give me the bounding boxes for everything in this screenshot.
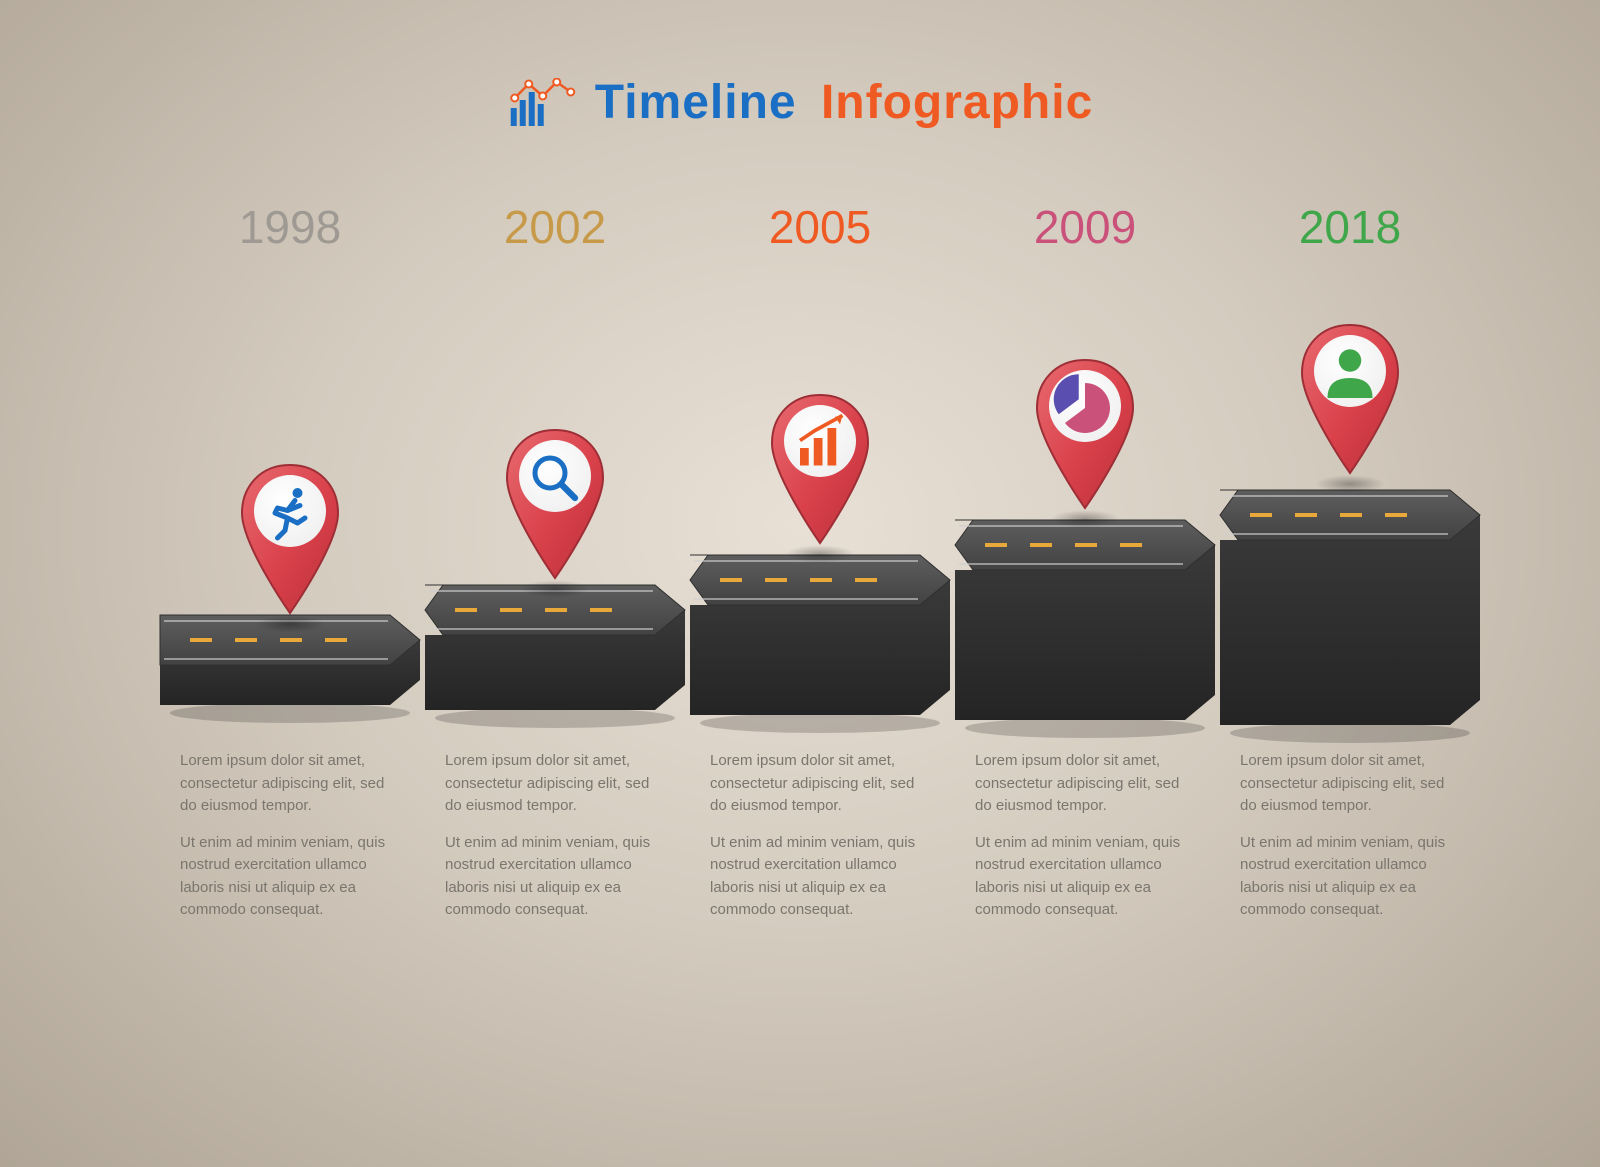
map-pin [1290,315,1410,485]
year-label: 2002 [455,200,655,254]
year-label: 2018 [1250,200,1450,254]
barchart-icon [790,413,850,473]
year-label: 2005 [720,200,920,254]
title-word-2: Infographic [821,76,1093,129]
road-step [955,520,1215,740]
person-icon [1320,343,1380,403]
road-step [690,555,950,735]
timeline-stage: 1998 Lorem ipsum dolor sit amet, consect… [140,200,1460,1040]
step-description: Lorem ipsum dolor sit amet, consectetur … [180,750,400,922]
step-description: Lorem ipsum dolor sit amet, consectetur … [975,750,1195,922]
map-pin [1025,350,1145,520]
piechart-icon [1055,378,1115,438]
title-word-1: Timeline [595,76,797,129]
step-description: Lorem ipsum dolor sit amet, consectetur … [710,750,930,922]
page-title: Timeline Infographic [507,75,1094,130]
step-description: Lorem ipsum dolor sit amet, consectetur … [445,750,665,922]
map-pin [495,420,615,590]
map-pin [230,455,350,625]
runner-icon [260,483,320,543]
magnifier-icon [525,448,585,508]
year-label: 1998 [190,200,390,254]
map-pin [760,385,880,555]
road-step [1220,490,1480,745]
step-description: Lorem ipsum dolor sit amet, consectetur … [1240,750,1460,922]
year-label: 2009 [985,200,1185,254]
road-step [425,585,685,730]
chart-logo-icon [507,78,577,128]
